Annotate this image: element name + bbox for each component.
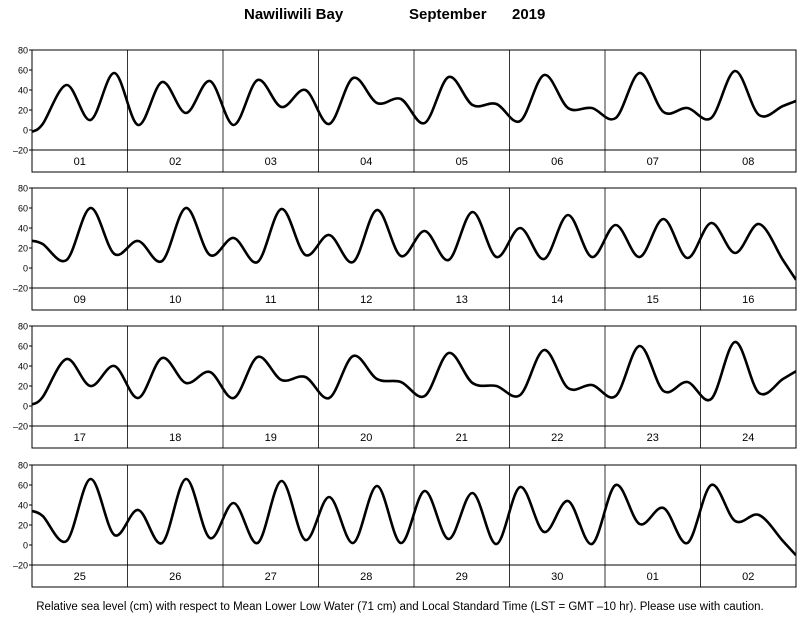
day-label: 08 (742, 156, 754, 168)
day-label: 23 (647, 432, 659, 444)
day-label: 30 (551, 571, 563, 583)
y-tick-label: –20 (13, 284, 28, 294)
day-label: 27 (265, 571, 277, 583)
y-tick-label: 20 (18, 106, 28, 116)
day-label: 15 (647, 294, 659, 306)
y-tick-label: –20 (13, 422, 28, 432)
y-tick-label: 20 (18, 382, 28, 392)
day-label: 02 (169, 156, 181, 168)
tide-curve (32, 206, 796, 281)
y-tick-label: 40 (18, 362, 28, 372)
tide-panel-1: 01 02 03 04 05 06 07 08 80 60 40 20 0 –20 (13, 46, 797, 173)
y-tick-label: 80 (18, 184, 28, 194)
y-tick-label: 0 (23, 126, 28, 136)
day-label: 01 (74, 156, 86, 168)
day-label: 01 (647, 571, 659, 583)
y-tick-label: 40 (18, 501, 28, 511)
day-label: 22 (551, 432, 563, 444)
day-label: 18 (169, 432, 181, 444)
day-label: 20 (360, 432, 372, 444)
day-label: 04 (360, 156, 372, 168)
day-label: 11 (265, 294, 276, 306)
tide-curve (32, 340, 796, 406)
day-label: 28 (360, 571, 372, 583)
y-tick-label: 80 (18, 46, 28, 56)
y-tick-label: –20 (13, 561, 28, 571)
y-tick-label: 0 (23, 541, 28, 551)
tide-panel-2: 09 10 11 12 13 14 15 16 80 60 40 20 0 –20 (13, 184, 797, 311)
y-tick-label: 60 (18, 66, 28, 76)
chart-title: Nawiliwili Bay September 2019 (0, 6, 800, 28)
footnote: Relative sea level (cm) with respect to … (36, 601, 764, 613)
day-label: 09 (74, 294, 86, 306)
tide-curve (32, 69, 796, 133)
station-name: Nawiliwili Bay (244, 6, 344, 23)
y-tick-label: 40 (18, 86, 28, 96)
day-label: 24 (742, 432, 754, 444)
day-label: 29 (456, 571, 468, 583)
year-label: 2019 (512, 6, 546, 23)
day-label: 13 (456, 294, 468, 306)
y-tick-label: 80 (18, 461, 28, 471)
day-label: 10 (169, 294, 181, 306)
day-label: 02 (742, 571, 754, 583)
day-label: 16 (742, 294, 754, 306)
y-tick-label: 20 (18, 244, 28, 254)
day-label: 26 (169, 571, 181, 583)
y-tick-label: 60 (18, 342, 28, 352)
tide-panel-4: 25 26 27 28 29 30 01 02 80 60 40 20 0 –20 (13, 461, 797, 588)
day-label: 25 (74, 571, 86, 583)
day-label: 05 (456, 156, 468, 168)
day-label: 12 (360, 294, 372, 306)
y-tick-label: 0 (23, 264, 28, 274)
y-tick-label: 0 (23, 402, 28, 412)
y-tick-label: 60 (18, 204, 28, 214)
y-tick-label: 20 (18, 521, 28, 531)
tide-panel-3: 17 18 19 20 21 22 23 24 80 60 40 20 0 –20 (13, 322, 797, 449)
day-label: 06 (551, 156, 563, 168)
tide-curve (32, 477, 796, 557)
day-label: 21 (456, 432, 468, 444)
day-label: 17 (74, 432, 86, 444)
y-tick-label: 60 (18, 481, 28, 491)
day-label: 03 (265, 156, 277, 168)
y-tick-label: –20 (13, 146, 28, 156)
y-tick-label: 40 (18, 224, 28, 234)
month-label: September (409, 6, 487, 23)
day-label: 19 (265, 432, 277, 444)
y-tick-label: 80 (18, 322, 28, 332)
day-label: 14 (551, 294, 563, 306)
day-label: 07 (647, 156, 659, 168)
tide-charts: 01 02 03 04 05 06 07 08 80 60 40 20 0 –20 09 10 11 12 13 14… (13, 46, 797, 588)
